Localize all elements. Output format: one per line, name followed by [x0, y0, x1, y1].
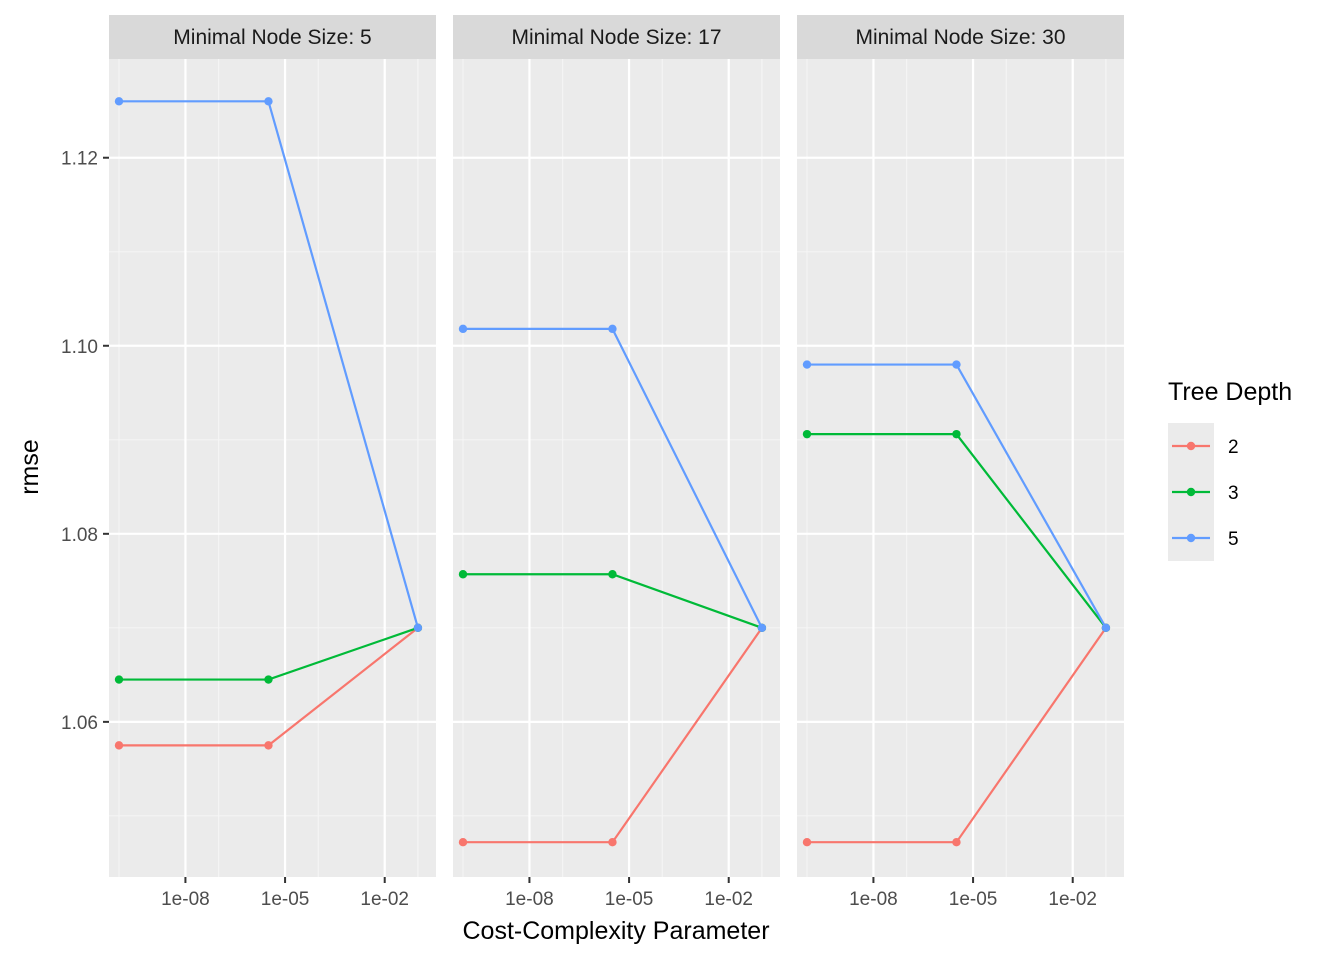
facet-strip — [109, 15, 436, 59]
x-tick-label: 1e-05 — [949, 889, 998, 910]
legend-title: Tree Depth — [1168, 378, 1292, 406]
x-tick-label: 1e-02 — [360, 889, 409, 910]
data-point-depth-2 — [458, 838, 468, 847]
x-axis-title: Cost-Complexity Parameter — [462, 917, 769, 945]
x-tick-label: 1e-08 — [505, 889, 554, 910]
legend-label-depth-2: 2 — [1228, 437, 1239, 458]
data-point-depth-5 — [802, 360, 812, 369]
y-tick-label: 1.12 — [61, 149, 98, 170]
facet-strip-label: Minimal Node Size: 30 — [855, 26, 1065, 49]
data-point-depth-5 — [264, 97, 273, 106]
legend-key-point — [1186, 441, 1196, 451]
facet-panel-1: Minimal Node Size: 5 1e-08 1e-05 1e-02 — [109, 15, 436, 910]
data-point-depth-5 — [952, 360, 961, 369]
data-point-depth-2 — [952, 838, 961, 847]
data-point-depth-5 — [458, 324, 468, 334]
y-tick-label: 1.06 — [61, 713, 98, 734]
legend-label-depth-5: 5 — [1228, 529, 1239, 550]
legend-key-point — [1186, 533, 1196, 543]
legend-key-point — [1186, 487, 1196, 497]
data-point-depth-3 — [802, 429, 812, 439]
data-point-depth-3 — [952, 429, 961, 439]
legend-label-depth-3: 3 — [1228, 483, 1239, 504]
data-point-depth-5 — [413, 623, 423, 633]
x-tick-label: 1e-08 — [161, 889, 210, 910]
facet-panel-3: Minimal Node Size: 30 1e-08 1e-05 1e-02 — [797, 15, 1124, 910]
x-tick-label: 1e-02 — [1048, 889, 1097, 910]
y-tick-label: 1.10 — [61, 337, 98, 358]
data-point-depth-2 — [264, 741, 273, 750]
data-point-depth-5 — [757, 623, 767, 633]
panel-background — [453, 59, 780, 877]
data-point-depth-3 — [264, 675, 273, 684]
data-point-depth-3 — [114, 675, 124, 684]
data-point-depth-3 — [458, 570, 468, 579]
facet-strip-label: Minimal Node Size: 17 — [511, 26, 721, 49]
facet-panels: Minimal Node Size: 51e-08 1e-05 1e-02Minim… — [109, 15, 1124, 910]
legend: Tree Depth 2 3 5 — [1168, 378, 1292, 561]
x-tick-label: 1e-05 — [261, 889, 310, 910]
data-point-depth-5 — [608, 324, 617, 334]
data-point-depth-5 — [114, 97, 124, 106]
facet-strip — [453, 15, 780, 59]
y-tick-label: 1.08 — [61, 525, 98, 546]
facet-strip-label: Minimal Node Size: 5 — [173, 26, 371, 49]
facet-strip — [797, 15, 1124, 59]
x-tick-label: 1e-02 — [704, 889, 753, 910]
panel-background — [797, 59, 1124, 877]
data-point-depth-2 — [802, 838, 812, 847]
data-point-depth-2 — [114, 741, 124, 750]
facet-panel-2: Minimal Node Size: 17 1e-08 1e-05 1e-02 — [453, 15, 780, 910]
y-axis-title: rmse — [16, 439, 44, 495]
y-axis: 1.06 1.08 1.10 1.12 — [61, 149, 109, 734]
panel-background — [109, 59, 436, 877]
data-point-depth-2 — [608, 838, 617, 847]
x-tick-label: 1e-05 — [605, 889, 654, 910]
data-point-depth-3 — [608, 570, 617, 579]
x-tick-label: 1e-08 — [849, 889, 898, 910]
data-point-depth-5 — [1101, 623, 1111, 633]
